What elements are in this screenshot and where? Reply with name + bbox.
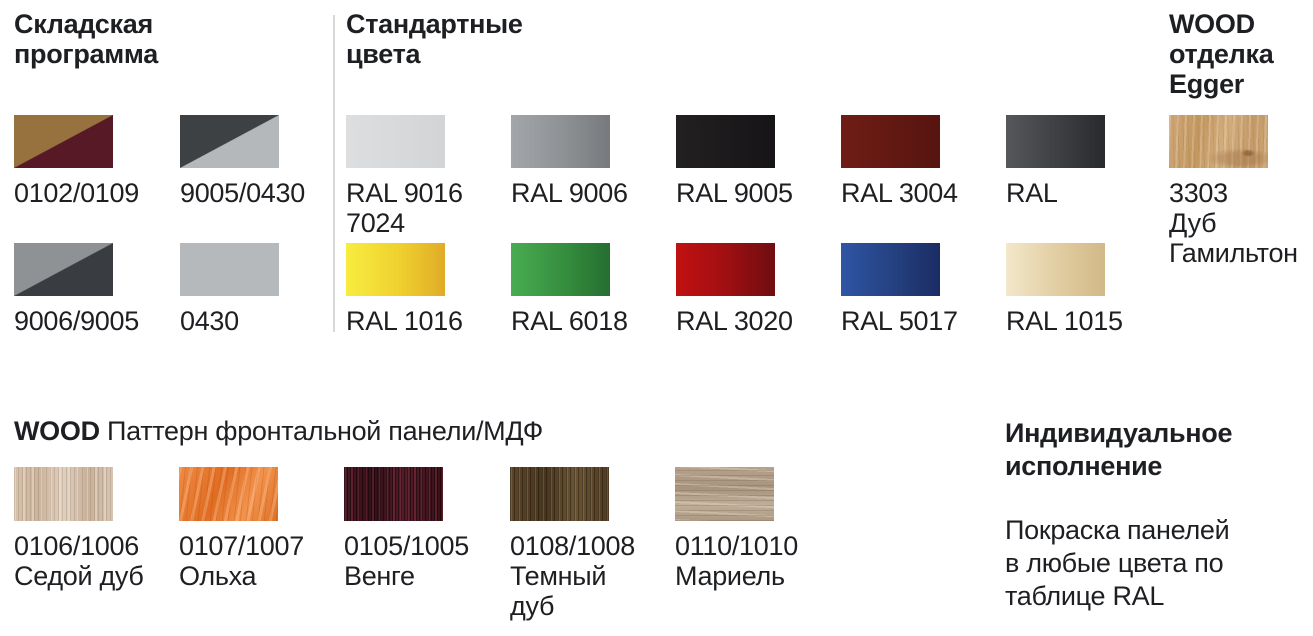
swatch-ral-3004 xyxy=(841,115,940,168)
swatch-label-0110-1010: 0110/1010 Мариель xyxy=(675,531,798,591)
swatch-ral xyxy=(1006,115,1105,168)
swatch-label-ral-5017: RAL 5017 xyxy=(841,306,958,336)
section-title-custom-execution: Индивидуальное исполнение xyxy=(1005,418,1233,481)
swatch-ral-3020 xyxy=(676,243,775,296)
swatch-label-0108-1008: 0108/1008 Темный дуб xyxy=(510,531,635,621)
swatch-label-0430: 0430 xyxy=(180,306,239,336)
swatch-ral-9016 xyxy=(346,115,445,168)
swatch-cell-9005-0430: 9005/0430 xyxy=(180,115,350,208)
section-title-wood-mdf: WOOD Паттерн фронтальной панели/МДФ xyxy=(14,416,543,446)
swatch-label-ral-1015: RAL 1015 xyxy=(1006,306,1123,336)
swatch-ral-1016 xyxy=(346,243,445,296)
custom-execution-description: Покраска панелей в любые цвета по таблиц… xyxy=(1005,515,1230,611)
swatch-0110-1010-mariel xyxy=(675,467,774,521)
swatch-label-ral-6018: RAL 6018 xyxy=(511,306,628,336)
section-title-stock-program: Складская программа xyxy=(14,9,158,69)
wood-mdf-title-bold: WOOD xyxy=(14,416,100,446)
swatch-egger-3303-oak-hamilton xyxy=(1169,115,1268,168)
swatch-label-ral-1016: RAL 1016 xyxy=(346,306,463,336)
swatch-0105-1005-wenge xyxy=(344,467,443,521)
swatch-cell-ral3004: RAL 3004 xyxy=(841,115,1011,208)
swatch-ral-9005 xyxy=(676,115,775,168)
swatch-9006-9005 xyxy=(14,243,113,296)
swatch-cell-ral3020: RAL 3020 xyxy=(676,243,846,336)
swatch-label-ral-3004: RAL 3004 xyxy=(841,178,958,208)
swatch-cell-0105-1005: 0105/1005 Венге xyxy=(344,467,514,591)
swatch-ral-1015 xyxy=(1006,243,1105,296)
swatch-cell-0102-0109: 0102/0109 xyxy=(14,115,184,208)
swatch-ral-5017 xyxy=(841,243,940,296)
swatch-cell-0110-1010: 0110/1010 Мариель xyxy=(675,467,845,591)
swatch-label-ral: RAL xyxy=(1006,178,1058,208)
section-divider xyxy=(333,15,335,332)
swatch-0108-1008-dark-oak xyxy=(510,467,609,521)
swatch-0106-1006-gray-oak xyxy=(14,467,113,521)
swatch-cell-egger-3303: 3303 Дуб Гамильтон xyxy=(1169,115,1313,268)
swatch-cell-ral1016: RAL 1016 xyxy=(346,243,516,336)
swatch-cell-0107-1007: 0107/1007 Ольха xyxy=(179,467,349,591)
swatch-cell-ral7024: RAL xyxy=(1006,115,1176,208)
swatch-label-9006-9005: 9006/9005 xyxy=(14,306,139,336)
swatch-label-egger-3303: 3303 Дуб Гамильтон xyxy=(1169,178,1298,268)
section-title-standard-colors: Стандартные цвета xyxy=(346,9,523,69)
swatch-label-ral-9016: RAL 9016 7024 xyxy=(346,178,463,238)
swatch-cell-0108-1008: 0108/1008 Темный дуб xyxy=(510,467,680,621)
wood-mdf-title-rest: Паттерн фронтальной панели/МДФ xyxy=(99,416,543,446)
swatch-label-0102-0109: 0102/0109 xyxy=(14,178,139,208)
swatch-label-ral-3020: RAL 3020 xyxy=(676,306,793,336)
swatch-label-0106-1006: 0106/1006 Седой дуб xyxy=(14,531,144,591)
swatch-label-0107-1007: 0107/1007 Ольха xyxy=(179,531,304,591)
swatch-cell-ral6018: RAL 6018 xyxy=(511,243,681,336)
swatch-label-9005-0430: 9005/0430 xyxy=(180,178,305,208)
swatch-0430 xyxy=(180,243,279,296)
swatch-ral-9006 xyxy=(511,115,610,168)
swatch-ral-6018 xyxy=(511,243,610,296)
swatch-cell-0106-1006: 0106/1006 Седой дуб xyxy=(14,467,184,591)
section-title-wood-egger: WOOD отделка Egger xyxy=(1169,9,1274,99)
swatch-label-0105-1005: 0105/1005 Венге xyxy=(344,531,469,591)
swatch-cell-0430: 0430 xyxy=(180,243,350,336)
swatch-cell-ral9006: RAL 9006 xyxy=(511,115,681,208)
swatch-cell-9006-9005: 9006/9005 xyxy=(14,243,184,336)
swatch-9005-0430 xyxy=(180,115,279,168)
swatch-cell-ral5017: RAL 5017 xyxy=(841,243,1011,336)
swatch-label-ral-9005: RAL 9005 xyxy=(676,178,793,208)
swatch-0107-1007-alder xyxy=(179,467,278,521)
swatch-cell-ral1015: RAL 1015 xyxy=(1006,243,1176,336)
swatch-label-ral-9006: RAL 9006 xyxy=(511,178,628,208)
swatch-cell-ral9016: RAL 9016 7024 xyxy=(346,115,516,238)
swatch-0102-0109 xyxy=(14,115,113,168)
swatch-cell-ral9005: RAL 9005 xyxy=(676,115,846,208)
